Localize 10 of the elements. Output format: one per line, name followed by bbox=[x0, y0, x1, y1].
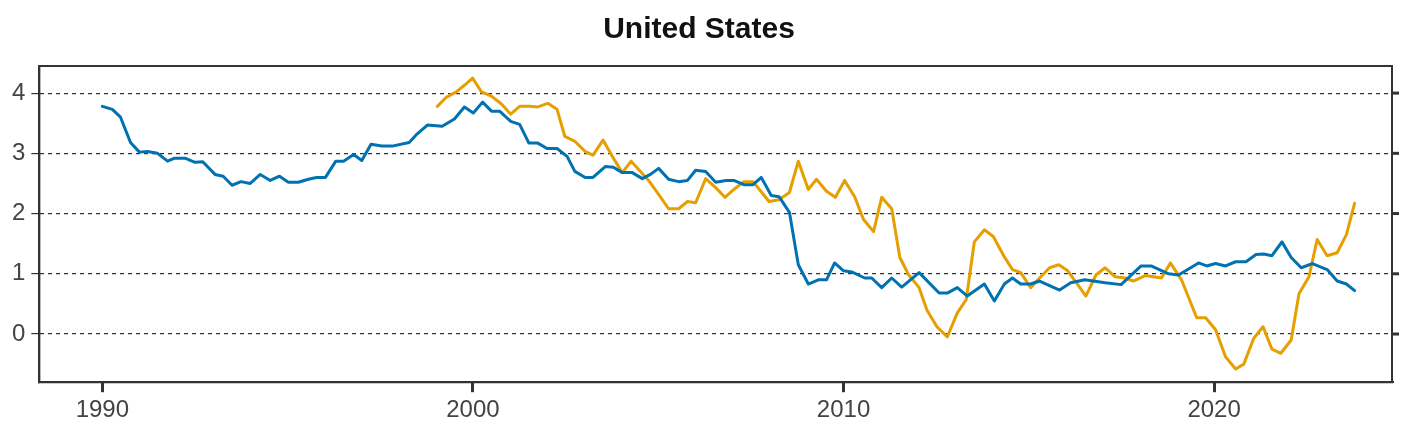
chart-title: United States bbox=[603, 11, 795, 45]
y-tick-label: 3 bbox=[11, 137, 26, 165]
y-tick-label: 2 bbox=[11, 198, 26, 226]
y-tick-label: 4 bbox=[11, 77, 26, 105]
x-tick-label: 2020 bbox=[1187, 395, 1241, 423]
x-tick-label: 2000 bbox=[446, 395, 500, 423]
x-tick-label: 2010 bbox=[816, 395, 871, 423]
y-tick-label: 1 bbox=[11, 258, 26, 286]
x-tick-label: 1990 bbox=[75, 395, 130, 423]
y-tick-label: 0 bbox=[11, 318, 26, 346]
